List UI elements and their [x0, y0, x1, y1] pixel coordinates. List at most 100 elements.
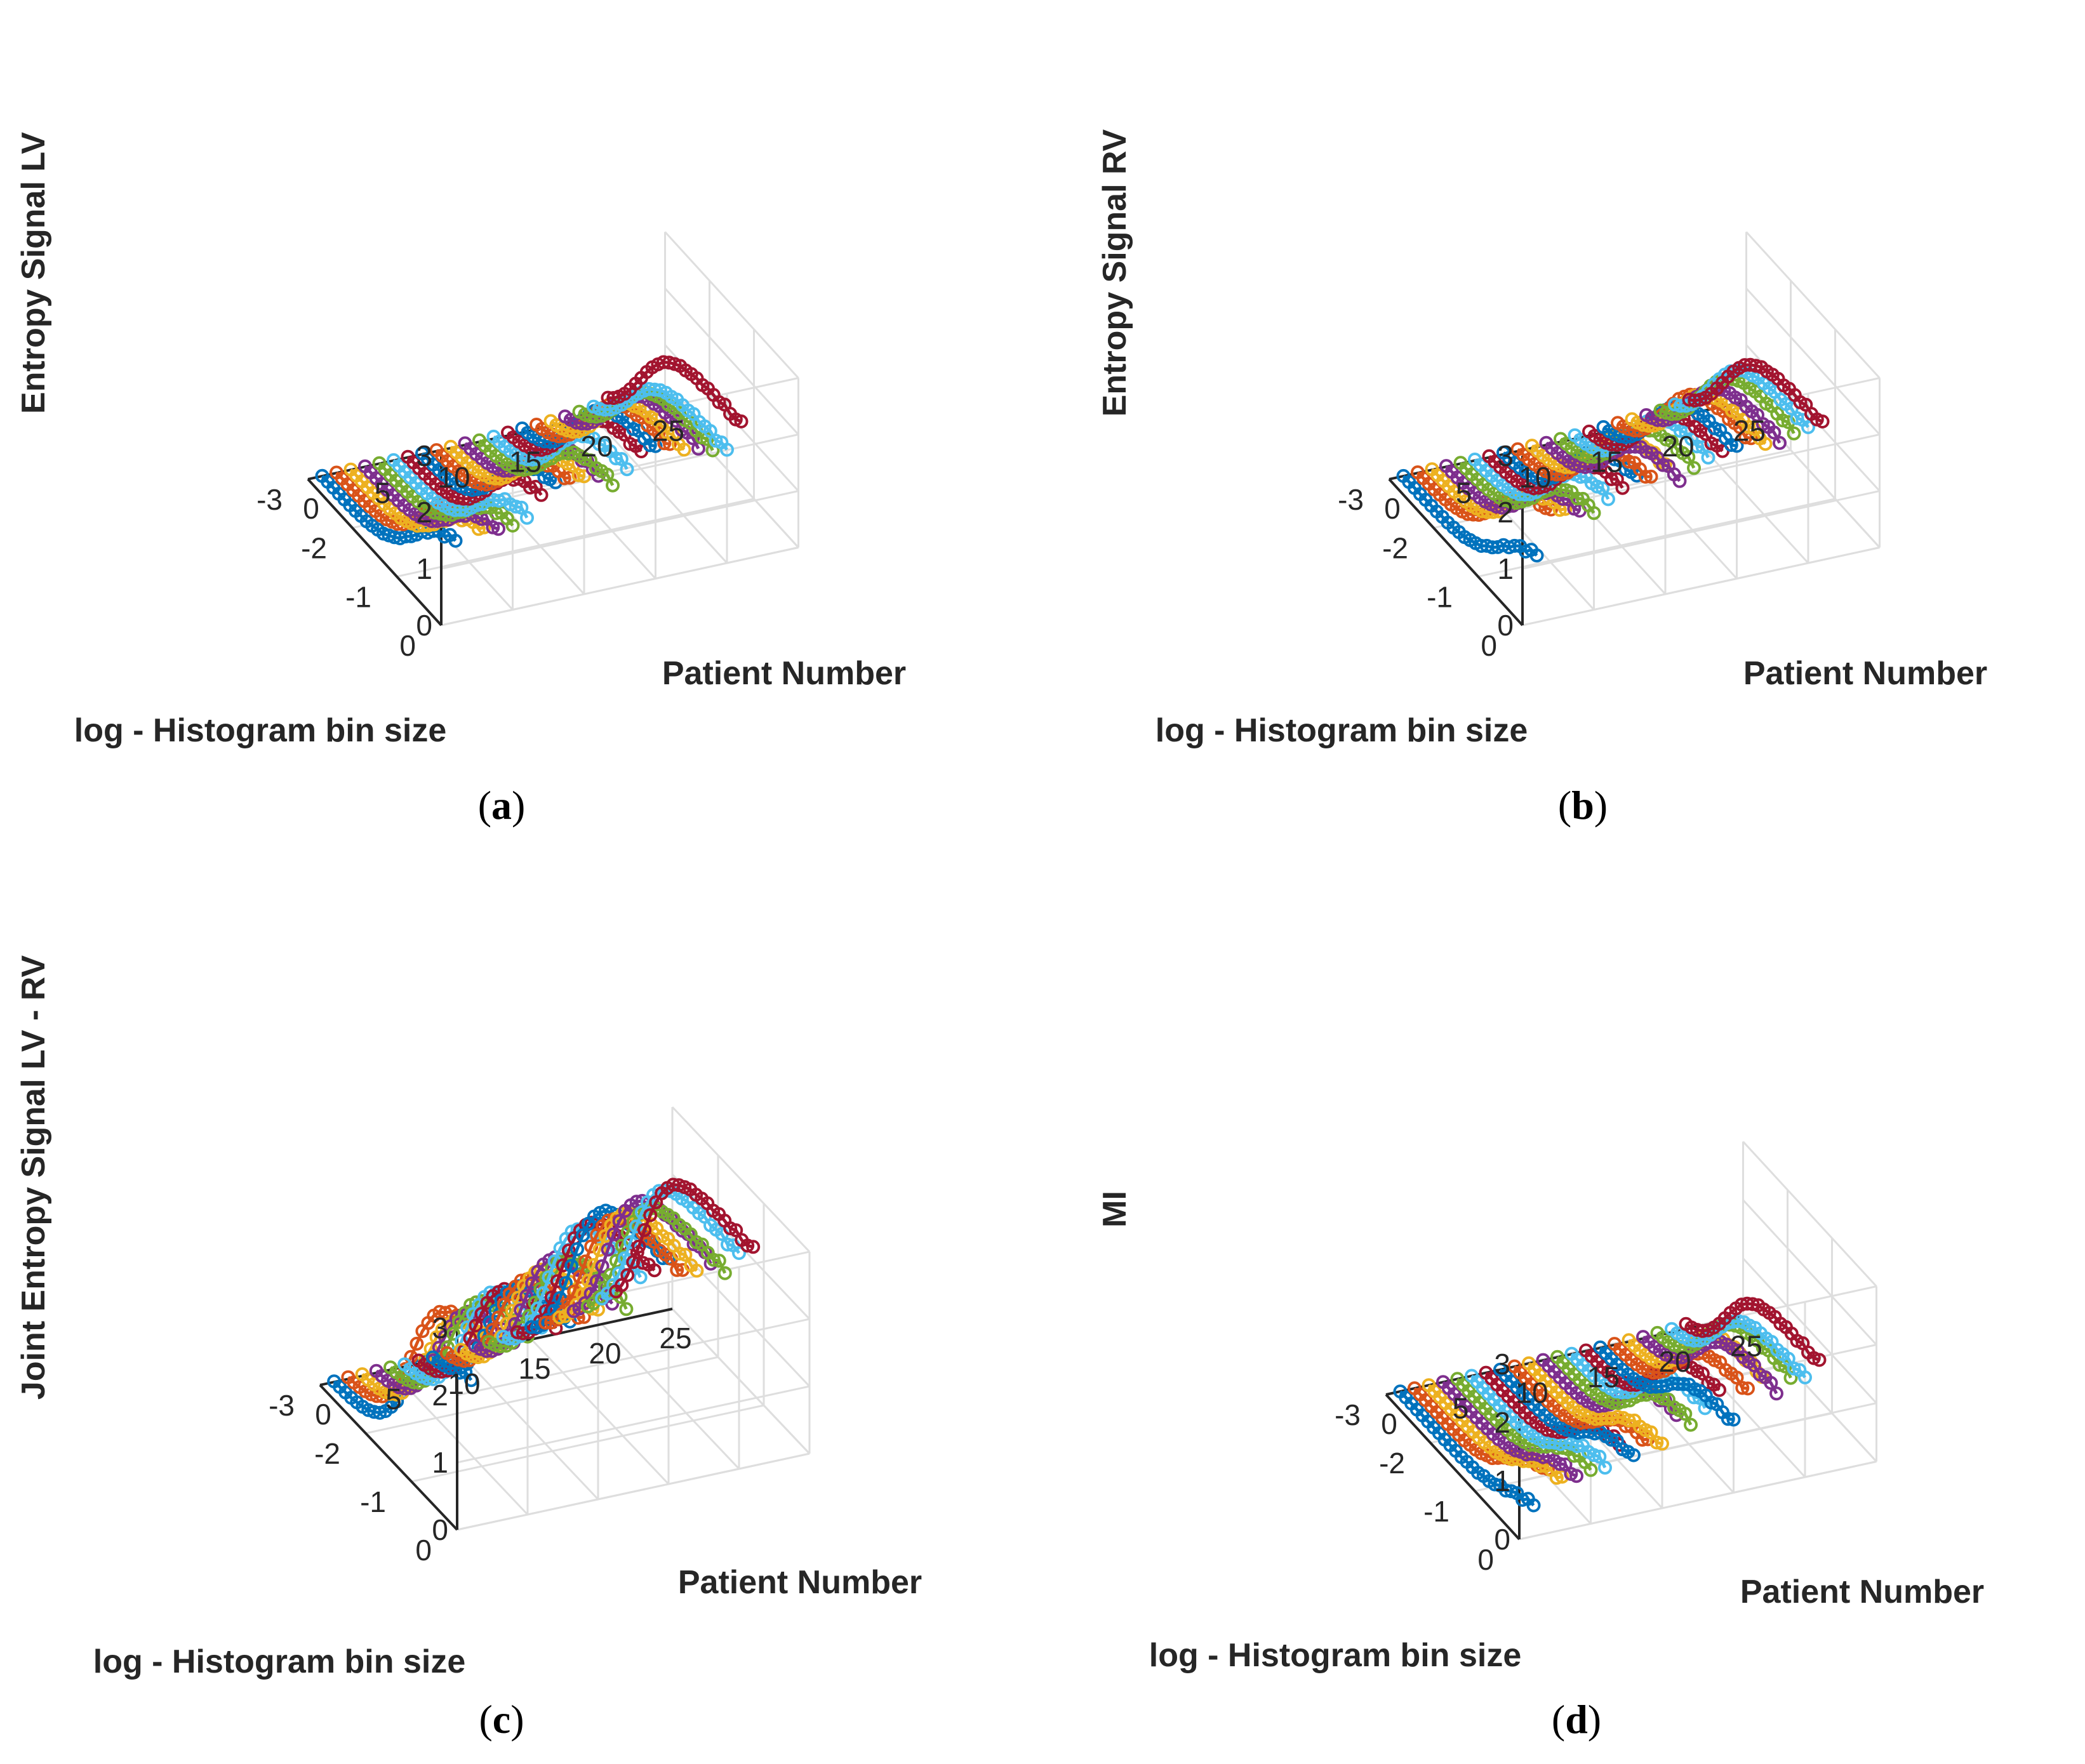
panel-a-xtick: 20	[580, 430, 613, 463]
panel-d-caption: (d)	[1552, 1697, 1601, 1742]
panel-a-ytick: -3	[256, 483, 283, 516]
panel-b-ytick: -1	[1427, 580, 1453, 613]
gridline-floor-y	[365, 1356, 719, 1435]
panel-c-ztick: 0	[432, 1513, 448, 1546]
data-point	[1625, 412, 1639, 427]
panel-c-ylabel: log - Histogram bin size	[93, 1643, 466, 1680]
panel-d-xtick: 0	[1381, 1407, 1397, 1440]
gridline-side-z	[1745, 288, 1881, 435]
panel-a-ytick: -1	[345, 580, 371, 613]
data-point	[614, 452, 629, 467]
data-point	[458, 436, 472, 451]
gridline-floor-x	[671, 1308, 811, 1455]
panel-c-ytick: 0	[415, 1534, 432, 1567]
gridline-floor-y	[456, 1452, 810, 1531]
gridline-floor-y	[1477, 498, 1835, 578]
data-point	[448, 503, 462, 517]
data-point	[446, 1327, 460, 1341]
data-point	[410, 1336, 424, 1351]
panel-b-xtick: 25	[1733, 414, 1766, 447]
data-point	[444, 439, 458, 454]
data-point	[1596, 420, 1611, 434]
data-point	[501, 425, 515, 440]
panel-b-ytick: -3	[1338, 483, 1364, 516]
data-point	[530, 418, 543, 432]
data-point	[1611, 416, 1625, 430]
data-point	[1525, 439, 1539, 453]
data-point	[648, 439, 663, 453]
gridline-floor-y	[1522, 547, 1880, 627]
gridline-floor-x	[460, 1353, 599, 1501]
data-point	[620, 462, 634, 477]
data-point	[520, 510, 534, 525]
panel-d-ytick: 0	[1477, 1543, 1494, 1576]
data-point	[1396, 468, 1411, 483]
panel-d-caption-letter: d	[1565, 1697, 1588, 1742]
panel-c-ytick: -3	[269, 1389, 295, 1422]
data-point	[343, 462, 358, 477]
gridline-side-z	[664, 288, 799, 435]
panel-b-caption-letter: b	[1571, 783, 1594, 828]
gridline-side-z	[671, 1106, 811, 1253]
data-point	[1639, 408, 1653, 422]
panel-d-xtick: 10	[1515, 1376, 1548, 1409]
panel-d-ztick: 0	[1494, 1523, 1510, 1556]
data-point	[415, 446, 429, 461]
panel-a-xtick: 10	[437, 461, 470, 494]
data-point	[515, 421, 530, 435]
panel-a-caption: (a)	[478, 783, 526, 828]
axis-y	[319, 1384, 458, 1531]
data-point	[1582, 424, 1596, 439]
data-point	[1425, 462, 1439, 477]
data-point	[1601, 492, 1615, 507]
panel-a-caption-letter: a	[491, 783, 512, 828]
data-point	[1688, 394, 1702, 408]
axis-y	[1388, 478, 1524, 627]
panel-a-xlabel: Patient Number	[662, 655, 906, 692]
gridline-back-z	[456, 1385, 810, 1464]
panel-a-xtick: 5	[375, 476, 391, 509]
panel-c-xtick: 10	[448, 1367, 480, 1400]
data-point	[397, 1357, 412, 1372]
panel-b-series	[1396, 357, 1830, 563]
data-point	[1482, 449, 1496, 463]
data-point	[315, 468, 330, 483]
series-patient-3	[343, 462, 491, 536]
gridline-side-z	[664, 231, 799, 379]
panel-c-ztick: 1	[432, 1446, 448, 1479]
data-point	[1653, 403, 1668, 418]
data-point	[528, 479, 543, 494]
data-point	[358, 459, 372, 474]
data-point	[543, 414, 558, 428]
panel-a-zlabel: Entropy Signal LV	[15, 132, 52, 414]
panel-c-xtick: 20	[589, 1337, 621, 1370]
data-point	[1662, 459, 1675, 474]
panel-b-ztick: 0	[1497, 609, 1514, 642]
panel-d-ytick: -3	[1335, 1398, 1361, 1431]
panel-b-ztick: 2	[1497, 496, 1514, 529]
gridline-floor-x	[530, 1338, 670, 1485]
gridline-floor-y	[411, 1404, 764, 1483]
panel-b-xlabel: Patient Number	[1743, 655, 1987, 692]
panel-d-ylabel: log - Histogram bin size	[1149, 1637, 1522, 1674]
data-point	[558, 409, 572, 424]
gridline-back-z	[441, 490, 799, 570]
panel-a-ztick: 1	[416, 552, 432, 585]
data-point	[1773, 435, 1787, 450]
panel-b-caption: (b)	[1558, 783, 1608, 828]
data-point	[597, 438, 612, 453]
data-point	[1453, 456, 1468, 470]
gridline-back-z	[1522, 490, 1880, 570]
panel-c-ytick: -1	[360, 1485, 386, 1518]
data-point	[1411, 465, 1425, 480]
axis-y	[307, 478, 443, 627]
data-point	[327, 1374, 342, 1389]
panel-a-ztick: 2	[416, 496, 432, 529]
data-point	[1539, 435, 1554, 450]
data-point	[577, 469, 591, 484]
data-point	[1439, 459, 1453, 474]
series-patient-1	[1396, 468, 1544, 563]
data-point	[601, 390, 615, 405]
data-point	[606, 391, 621, 405]
